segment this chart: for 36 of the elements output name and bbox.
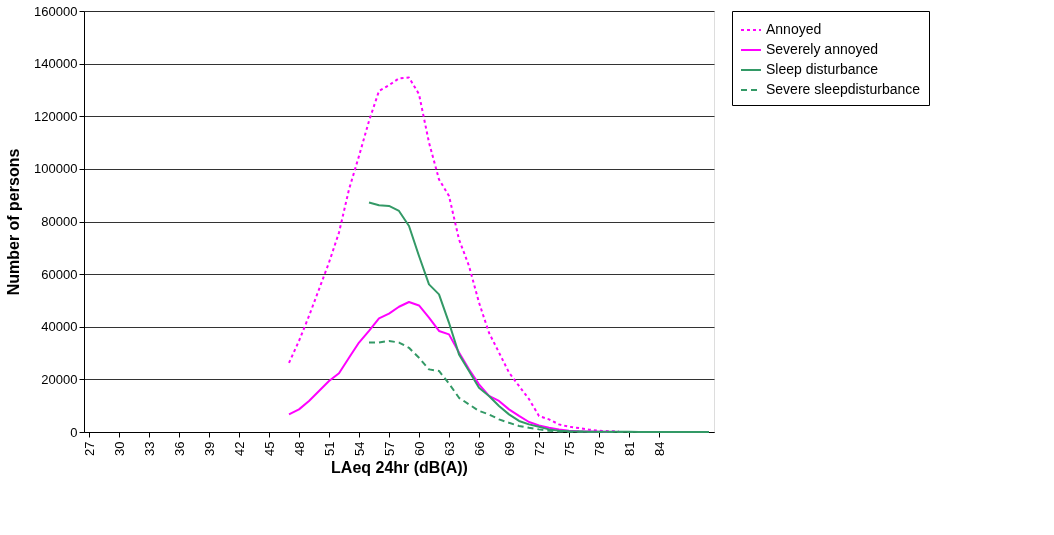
- x-tick-label: 81: [621, 441, 637, 456]
- x-tick-label: 60: [411, 441, 427, 456]
- x-tick-label: 27: [81, 441, 97, 456]
- x-tick-label: 78: [591, 441, 607, 456]
- y-axis-title: Number of persons: [5, 148, 23, 296]
- y-tick-label: 140000: [34, 56, 78, 72]
- x-tick-label: 42: [231, 441, 247, 456]
- x-tick-label: 66: [471, 441, 487, 456]
- x-tick-label: 45: [261, 441, 277, 456]
- legend-label: Severely annoyed: [766, 41, 879, 57]
- x-tick-label: 33: [141, 441, 157, 456]
- legend-label: Sleep disturbance: [766, 61, 879, 77]
- y-tick-label: 60000: [41, 266, 78, 282]
- y-tick-label: 160000: [34, 3, 78, 19]
- x-tick-label: 57: [381, 441, 397, 456]
- x-tick-label: 48: [291, 441, 307, 456]
- x-axis-title: LAeq 24hr (dB(A)): [331, 458, 468, 476]
- x-tick-label: 69: [501, 441, 517, 456]
- x-tick-label: 84: [651, 441, 667, 456]
- y-tick-label: 100000: [34, 161, 78, 177]
- legend-label: Annoyed: [766, 21, 822, 37]
- y-tick-label: 80000: [41, 214, 78, 229]
- y-tick-label: 20000: [41, 371, 78, 387]
- x-tick-label: 30: [111, 441, 127, 456]
- x-tick-label: 63: [441, 441, 457, 456]
- line-series: [288, 76, 620, 433]
- x-tick-label: 36: [171, 441, 187, 456]
- x-tick-label: 39: [201, 441, 217, 456]
- y-tick-label: 120000: [34, 108, 78, 124]
- x-tick-label: 75: [561, 441, 577, 456]
- y-tick-label: 0: [70, 424, 78, 440]
- x-tick-label: 72: [531, 441, 547, 456]
- legend-label: Severe sleepdisturbance: [766, 81, 921, 97]
- x-tick-label: 51: [321, 441, 337, 456]
- x-tick-label: 54: [351, 441, 367, 456]
- y-tick-label: 40000: [41, 319, 78, 335]
